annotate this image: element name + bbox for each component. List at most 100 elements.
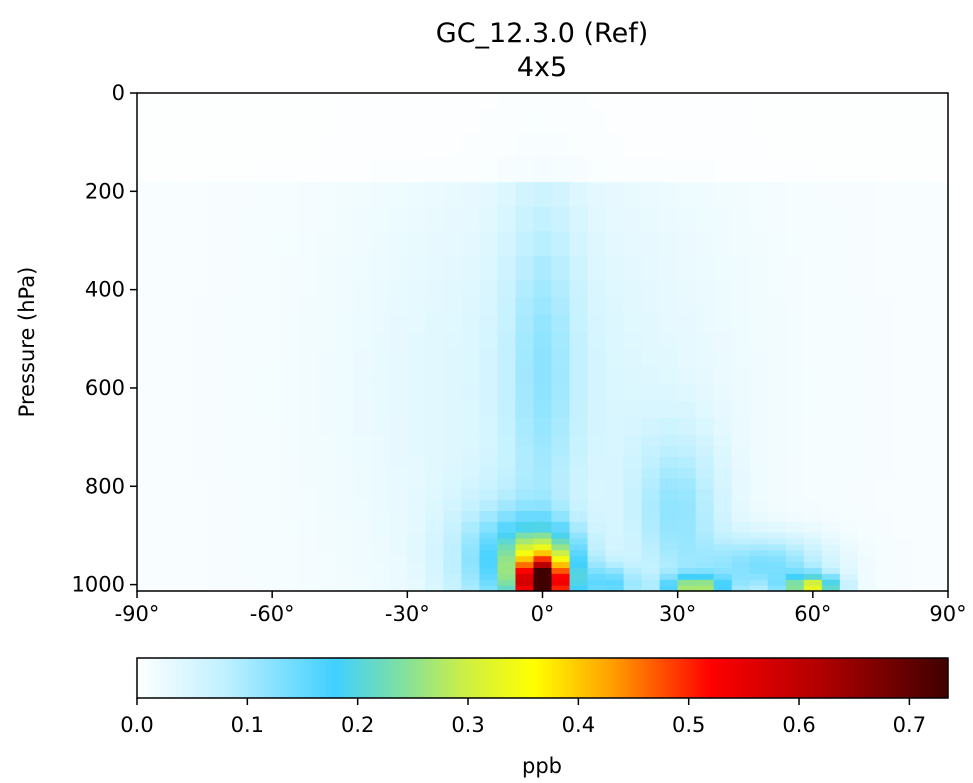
heatmap-cell <box>191 297 210 315</box>
heatmap-cell <box>497 255 517 281</box>
heatmap-cell <box>155 365 174 384</box>
heatmap-cell <box>587 585 607 592</box>
heatmap-cell <box>641 400 661 419</box>
heatmap-cell <box>353 445 372 457</box>
heatmap-cell <box>587 477 607 490</box>
heatmap-cell <box>839 537 859 545</box>
heatmap-cell <box>641 521 661 533</box>
heatmap-cell <box>875 567 895 574</box>
heatmap-cell <box>407 567 426 574</box>
heatmap-cell <box>713 255 733 281</box>
y-axis-label: Pressure (hPa) <box>15 267 39 418</box>
heatmap-cell <box>281 510 300 522</box>
heatmap-cell <box>713 400 733 419</box>
heatmap-cell <box>173 561 192 568</box>
heatmap-cell <box>713 555 733 563</box>
heatmap-cell <box>821 585 841 592</box>
heatmap-cell <box>605 181 625 207</box>
heatmap-cell <box>623 434 643 447</box>
heatmap-cell <box>821 348 841 367</box>
heatmap-cell <box>605 132 625 158</box>
heatmap-cell <box>731 206 751 232</box>
heatmap-cell <box>407 156 426 183</box>
heatmap-cell <box>893 297 913 315</box>
heatmap-cell <box>605 456 625 468</box>
heatmap-cell <box>335 314 354 333</box>
heatmap-cell <box>857 499 877 511</box>
heatmap-cell <box>821 456 841 468</box>
heatmap-cell <box>875 549 895 557</box>
x-axis-ticks: -90° -60° -30° 0° 30° 60° 90° <box>115 591 967 626</box>
heatmap-cell <box>569 279 589 298</box>
heatmap-cell <box>479 365 499 384</box>
heatmap-cell <box>533 331 553 350</box>
heatmap-cell <box>659 348 679 367</box>
heatmap-cell <box>137 314 156 333</box>
heatmap-cell <box>785 579 805 586</box>
heatmap-cell <box>389 573 408 580</box>
heatmap-cell <box>659 543 679 551</box>
heatmap-cell <box>263 567 282 574</box>
heatmap-cell <box>461 279 481 298</box>
heatmap-cell <box>227 365 246 384</box>
heatmap-cell <box>731 107 751 133</box>
heatmap-cell <box>587 561 607 568</box>
heatmap-cell <box>479 521 499 533</box>
heatmap-cell <box>641 456 661 468</box>
heatmap-cell <box>497 456 517 468</box>
heatmap-cell <box>749 181 769 207</box>
heatmap-cell <box>803 499 823 511</box>
heatmap-cell <box>857 331 877 350</box>
heatmap-cell <box>857 417 877 436</box>
heatmap-cell <box>335 181 354 207</box>
heatmap-cell <box>497 434 517 447</box>
heatmap-cell <box>911 434 931 447</box>
heatmap-cell <box>677 477 697 490</box>
heatmap-cell <box>641 255 661 281</box>
heatmap-cell <box>857 555 877 563</box>
heatmap-cell <box>785 499 805 511</box>
heatmap-cell <box>371 297 390 315</box>
heatmap-cell <box>281 206 300 232</box>
heatmap-cell <box>371 543 390 551</box>
heatmap-cell <box>353 331 372 350</box>
heatmap-cell <box>137 585 156 592</box>
heatmap-cell <box>749 297 769 315</box>
heatmap-cell <box>173 434 192 447</box>
heatmap-cell <box>155 331 174 350</box>
heatmap-cell <box>353 543 372 551</box>
heatmap-cell <box>893 445 913 457</box>
heatmap-cell <box>137 510 156 522</box>
heatmap-cell <box>443 499 462 511</box>
heatmap-cell <box>911 417 931 436</box>
heatmap-cell <box>677 400 697 419</box>
heatmap-cell <box>875 255 895 281</box>
heatmap-cell <box>677 181 697 207</box>
heatmap-cell <box>857 567 877 574</box>
heatmap-cell <box>929 181 949 207</box>
heatmap-cell <box>191 156 210 183</box>
heatmap-cell <box>767 499 787 511</box>
heatmap-cell <box>857 230 877 256</box>
heatmap-cell <box>569 537 589 545</box>
heatmap-cell <box>803 314 823 333</box>
heatmap-cell <box>587 445 607 457</box>
heatmap-cell <box>821 132 841 158</box>
heatmap-cell <box>893 434 913 447</box>
heatmap-cell <box>137 400 156 419</box>
heatmap-cell <box>209 555 228 563</box>
heatmap-cell <box>695 107 715 133</box>
heatmap-cell <box>389 488 408 501</box>
heatmap-cell <box>191 532 210 539</box>
heatmap-cell <box>479 537 499 545</box>
heatmap-cell <box>713 181 733 207</box>
heatmap-cell <box>641 510 661 522</box>
heatmap-cell <box>425 365 444 384</box>
heatmap-cell <box>533 549 553 557</box>
heatmap-cell <box>317 537 336 545</box>
heatmap-cell <box>893 279 913 298</box>
heatmap-cell <box>371 181 390 207</box>
heatmap-cell <box>767 510 787 522</box>
heatmap-cell <box>551 585 571 592</box>
heatmap-cell <box>623 579 643 586</box>
